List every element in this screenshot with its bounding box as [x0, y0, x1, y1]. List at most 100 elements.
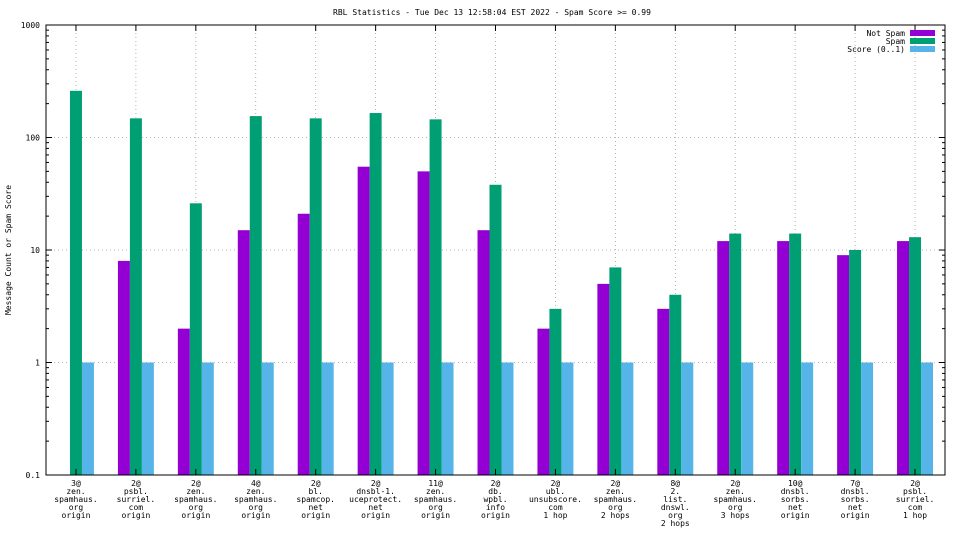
bar-not-spam [237, 230, 250, 475]
x-tick-label: dnsbl-1. [356, 487, 395, 496]
plot-frame [45, 24, 946, 476]
bar-score-0-1 [741, 362, 754, 475]
bar-spam [249, 116, 262, 476]
legend-label: Not Spam [866, 29, 905, 38]
x-tick-label: 2@ [611, 479, 621, 488]
x-tick-label: origin [421, 511, 450, 520]
y-tick-label: 0.1 [26, 471, 41, 480]
x-tick-label: origin [481, 511, 510, 520]
bar-score-0-1 [201, 362, 214, 475]
x-tick-label: origin [62, 511, 91, 520]
bar-not-spam [297, 213, 310, 475]
bar-spam [69, 90, 82, 476]
bar-score-0-1 [261, 362, 274, 475]
bar-not-spam [597, 283, 610, 475]
x-tick-label: org [608, 503, 623, 512]
bar-not-spam [177, 328, 190, 475]
legend-swatch [910, 38, 935, 44]
legend-label: Score (0..1) [847, 45, 905, 54]
bar-score-0-1 [321, 362, 334, 475]
x-tick-label: 7@ [850, 479, 860, 488]
bar-spam [909, 237, 922, 475]
bar-spam [309, 118, 322, 476]
x-axis-ticks: 3@zen.spamhaus.orgorigin2@psbl.surriel.c… [54, 25, 934, 528]
x-tick-label: org [249, 503, 264, 512]
x-tick-label: 1 hop [903, 511, 927, 520]
x-tick-label: origin [301, 511, 330, 520]
x-tick-label: origin [181, 511, 210, 520]
bar-score-0-1 [81, 362, 94, 475]
y-tick-label: 1 [35, 359, 40, 368]
bar-spam [429, 119, 442, 475]
x-tick-label: zen. [606, 487, 625, 496]
x-tick-label: com [129, 503, 144, 512]
x-tick-label: zen. [66, 487, 85, 496]
x-tick-label: zen. [426, 487, 445, 496]
bar-spam [369, 113, 382, 476]
x-tick-label: info [486, 503, 505, 512]
bar-score-0-1 [561, 362, 574, 475]
x-tick-label: org [69, 503, 84, 512]
bar-score-0-1 [381, 362, 394, 475]
x-tick-label: bl. [308, 487, 322, 496]
x-tick-label: surriel. [896, 495, 935, 504]
x-tick-label: 2@ [131, 479, 141, 488]
x-tick-label: 3 hops [721, 511, 750, 520]
x-tick-label: origin [361, 511, 390, 520]
x-tick-label: origin [241, 511, 270, 520]
x-tick-label: dnswl. [661, 503, 690, 512]
y-tick-label: 10 [30, 246, 40, 255]
bar-not-spam [837, 255, 850, 475]
x-tick-label: spamhaus. [234, 495, 277, 504]
x-tick-label: psbl. [124, 487, 148, 496]
x-tick-label: 1 hop [543, 511, 567, 520]
y-axis-label: Message Count or Spam Score [4, 185, 13, 315]
x-tick-label: spamhaus. [414, 495, 457, 504]
x-tick-label: zen. [246, 487, 265, 496]
x-tick-label: org [668, 511, 683, 520]
x-tick-label: spamcop. [296, 495, 335, 504]
x-tick-label: db. [488, 487, 502, 496]
bar-not-spam [417, 171, 430, 475]
legend-swatch [910, 46, 935, 52]
x-tick-label: 2 hops [601, 511, 630, 520]
bar-spam [189, 203, 202, 475]
x-tick-label: origin [781, 511, 810, 520]
x-tick-label: org [428, 503, 443, 512]
bar-not-spam [777, 241, 790, 475]
bar-spam [789, 233, 802, 475]
x-tick-label: wpbl. [483, 495, 507, 504]
x-tick-label: 2@ [311, 479, 321, 488]
x-tick-label: 2@ [551, 479, 561, 488]
bar-spam [609, 267, 622, 475]
x-tick-label: origin [121, 511, 150, 520]
bar-score-0-1 [681, 362, 694, 475]
x-tick-label: dnsbl. [841, 487, 870, 496]
x-tick-label: 2 hops [661, 519, 690, 528]
x-tick-label: sorbs. [781, 495, 810, 504]
bar-score-0-1 [441, 362, 454, 475]
bar-not-spam [117, 260, 130, 475]
bar-score-0-1 [921, 362, 934, 475]
x-tick-label: 2@ [371, 479, 381, 488]
x-tick-label: spamhaus. [714, 495, 757, 504]
bar-spam [129, 118, 142, 476]
bar-spam [729, 233, 742, 475]
x-tick-label: zen. [726, 487, 745, 496]
x-tick-label: org [728, 503, 743, 512]
bar-score-0-1 [621, 362, 634, 475]
bar-not-spam [897, 241, 910, 475]
bar-score-0-1 [141, 362, 154, 475]
y-tick-label: 1000 [21, 21, 40, 30]
x-tick-label: com [908, 503, 923, 512]
x-tick-label: spamhaus. [54, 495, 97, 504]
y-tick-label: 100 [26, 134, 41, 143]
x-tick-label: 2@ [730, 479, 740, 488]
x-tick-label: net [848, 503, 863, 512]
x-tick-label: spamhaus. [174, 495, 217, 504]
x-tick-label: 2@ [191, 479, 201, 488]
bar-spam [549, 308, 562, 475]
x-tick-label: dnsbl. [781, 487, 810, 496]
bar-not-spam [477, 230, 490, 475]
